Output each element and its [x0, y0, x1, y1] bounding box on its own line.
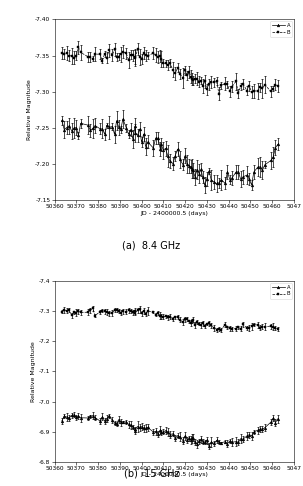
B: [91, 306, 95, 312]
B: [113, 47, 116, 52]
A: [121, 116, 125, 122]
B: [88, 54, 92, 60]
Legend: A, B: A, B: [270, 21, 292, 37]
A: [173, 153, 177, 158]
A: [207, 443, 211, 449]
Legend: A, B: A, B: [270, 283, 292, 298]
A: [252, 169, 256, 175]
B: [77, 44, 80, 50]
Line: B: B: [61, 46, 279, 95]
A: [72, 412, 76, 417]
A: [146, 139, 149, 145]
B: [276, 83, 280, 89]
B: [86, 309, 90, 315]
A: [276, 416, 280, 422]
B: [276, 326, 280, 332]
B: [93, 312, 97, 318]
A: [93, 415, 97, 420]
A: [113, 420, 116, 426]
Text: (a)  8.4 GHz: (a) 8.4 GHz: [122, 241, 181, 251]
B: [93, 52, 97, 57]
A: [146, 425, 149, 431]
B: [173, 314, 177, 320]
X-axis label: JD - 2400000.5 (days): JD - 2400000.5 (days): [140, 472, 208, 477]
A: [88, 414, 92, 419]
A: [86, 122, 90, 128]
B: [252, 88, 256, 94]
X-axis label: JD - 2400000.5 (days): JD - 2400000.5 (days): [140, 210, 208, 215]
B: [60, 309, 64, 315]
Line: A: A: [61, 414, 279, 447]
A: [173, 435, 177, 441]
B: [252, 322, 256, 328]
B: [173, 70, 177, 76]
Y-axis label: Relative Magnitude: Relative Magnitude: [27, 79, 32, 140]
B: [219, 327, 223, 332]
Line: A: A: [61, 118, 279, 187]
A: [203, 182, 207, 188]
B: [146, 53, 149, 59]
Line: B: B: [61, 307, 279, 331]
A: [60, 418, 64, 424]
B: [113, 307, 116, 313]
B: [146, 308, 149, 314]
A: [111, 123, 114, 129]
Text: (b)  15 GHz: (b) 15 GHz: [124, 469, 179, 479]
A: [60, 118, 64, 123]
A: [252, 429, 256, 435]
Y-axis label: Relative Magnitude: Relative Magnitude: [31, 341, 36, 402]
B: [60, 50, 64, 56]
A: [91, 125, 95, 131]
B: [217, 91, 221, 97]
A: [276, 141, 280, 147]
